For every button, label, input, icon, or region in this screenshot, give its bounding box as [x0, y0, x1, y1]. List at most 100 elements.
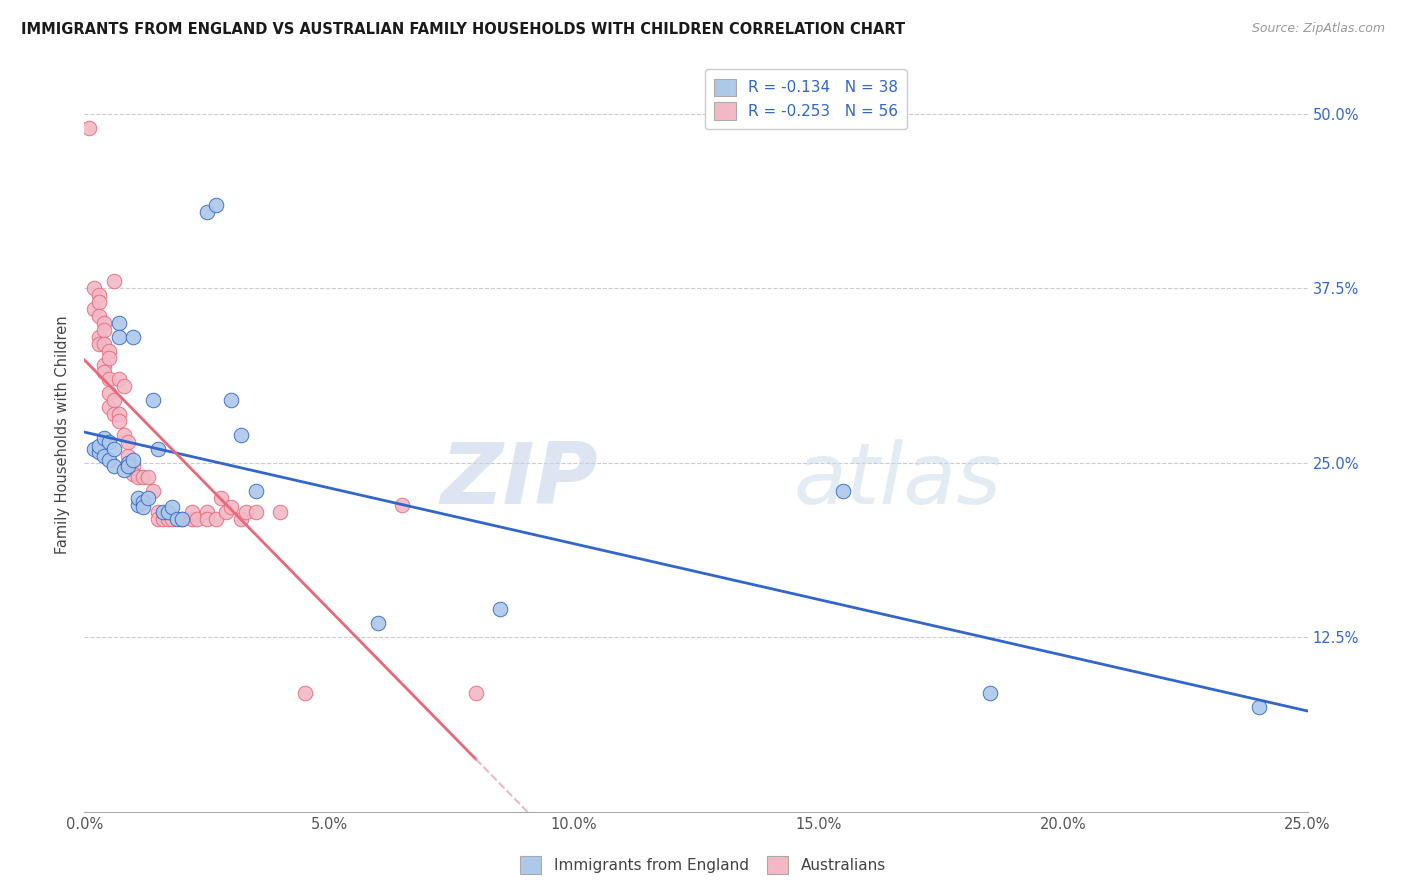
Point — [152, 505, 174, 519]
Point — [132, 495, 155, 509]
Point — [93, 358, 115, 372]
Point — [83, 442, 105, 456]
Point — [245, 483, 267, 498]
Point — [489, 602, 512, 616]
Point — [97, 434, 120, 449]
Point — [112, 379, 135, 393]
Point — [107, 407, 129, 421]
Point — [103, 392, 125, 407]
Point — [166, 511, 188, 525]
Point — [186, 511, 208, 525]
Point — [87, 337, 110, 351]
Point — [209, 491, 232, 505]
Text: Source: ZipAtlas.com: Source: ZipAtlas.com — [1251, 22, 1385, 36]
Point — [97, 453, 120, 467]
Point — [117, 449, 139, 463]
Point — [219, 392, 242, 407]
Point — [87, 288, 110, 302]
Point — [103, 442, 125, 456]
Point — [122, 458, 145, 473]
Point — [142, 392, 165, 407]
Point — [146, 505, 169, 519]
Point — [112, 463, 135, 477]
Point — [172, 511, 194, 525]
Point — [112, 428, 135, 442]
Point — [127, 498, 149, 512]
Y-axis label: Family Households with Children: Family Households with Children — [55, 316, 70, 554]
Point — [142, 483, 165, 498]
Point — [156, 511, 179, 525]
Point — [93, 337, 115, 351]
Point — [127, 491, 149, 505]
Point — [93, 323, 115, 337]
Point — [195, 204, 218, 219]
Point — [83, 302, 105, 317]
Point — [205, 511, 228, 525]
Point — [117, 456, 139, 470]
Point — [181, 505, 204, 519]
Point — [97, 372, 120, 386]
Point — [93, 449, 115, 463]
Point — [136, 469, 159, 483]
Point — [97, 400, 120, 414]
Point — [83, 281, 105, 295]
Point — [117, 458, 139, 473]
Point — [162, 511, 184, 525]
Point — [87, 309, 110, 323]
Point — [205, 197, 228, 211]
Point — [146, 511, 169, 525]
Point — [391, 498, 413, 512]
Point — [219, 500, 242, 515]
Point — [122, 467, 145, 481]
Point — [87, 444, 110, 458]
Point — [229, 511, 252, 525]
Point — [367, 616, 389, 631]
Point — [152, 511, 174, 525]
Point — [464, 686, 486, 700]
Point — [97, 386, 120, 401]
Point — [93, 365, 115, 379]
Point — [181, 511, 204, 525]
Point — [93, 316, 115, 330]
Point — [235, 505, 257, 519]
Point — [136, 491, 159, 505]
Point — [215, 505, 238, 519]
Point — [117, 434, 139, 449]
Point — [103, 407, 125, 421]
Point — [77, 120, 100, 135]
Point — [103, 274, 125, 288]
Legend: R = -0.134   N = 38, R = -0.253   N = 56: R = -0.134 N = 38, R = -0.253 N = 56 — [704, 70, 907, 129]
Point — [122, 330, 145, 344]
Point — [87, 295, 110, 310]
Point — [107, 372, 129, 386]
Point — [195, 511, 218, 525]
Text: IMMIGRANTS FROM ENGLAND VS AUSTRALIAN FAMILY HOUSEHOLDS WITH CHILDREN CORRELATIO: IMMIGRANTS FROM ENGLAND VS AUSTRALIAN FA… — [21, 22, 905, 37]
Point — [195, 505, 218, 519]
Legend: Immigrants from England, Australians: Immigrants from England, Australians — [515, 850, 891, 880]
Point — [107, 414, 129, 428]
Point — [269, 505, 291, 519]
Point — [162, 500, 184, 515]
Text: ZIP: ZIP — [440, 439, 598, 522]
Point — [294, 686, 316, 700]
Point — [245, 505, 267, 519]
Text: atlas: atlas — [794, 439, 1002, 522]
Point — [831, 483, 853, 498]
Point — [122, 453, 145, 467]
Point — [103, 458, 125, 473]
Point — [127, 469, 149, 483]
Point — [107, 316, 129, 330]
Point — [87, 330, 110, 344]
Point — [93, 431, 115, 445]
Point — [97, 351, 120, 365]
Point — [87, 439, 110, 453]
Point — [97, 344, 120, 359]
Point — [146, 442, 169, 456]
Point — [172, 511, 194, 525]
Point — [156, 505, 179, 519]
Point — [1247, 700, 1270, 714]
Point — [132, 469, 155, 483]
Point — [107, 330, 129, 344]
Point — [132, 500, 155, 515]
Point — [229, 428, 252, 442]
